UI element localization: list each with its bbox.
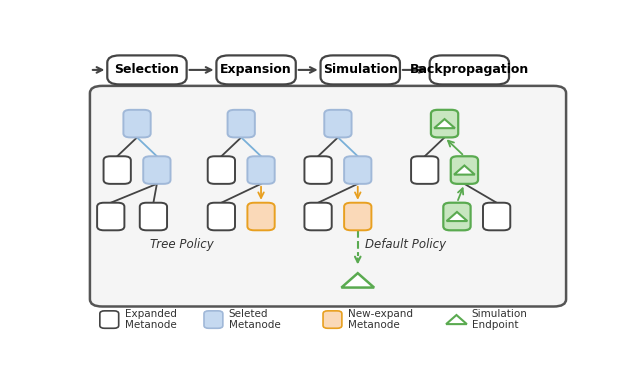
FancyBboxPatch shape xyxy=(208,203,235,230)
FancyBboxPatch shape xyxy=(323,311,342,328)
FancyBboxPatch shape xyxy=(344,156,371,184)
FancyBboxPatch shape xyxy=(100,311,118,328)
Polygon shape xyxy=(446,315,467,324)
Text: Backpropagation: Backpropagation xyxy=(410,63,529,77)
FancyBboxPatch shape xyxy=(305,156,332,184)
FancyBboxPatch shape xyxy=(228,110,255,137)
FancyBboxPatch shape xyxy=(248,156,275,184)
FancyBboxPatch shape xyxy=(140,203,167,230)
Text: Expanded
Metanode: Expanded Metanode xyxy=(125,309,177,330)
FancyBboxPatch shape xyxy=(321,55,400,84)
Text: Seleted
Metanode: Seleted Metanode xyxy=(229,309,280,330)
FancyBboxPatch shape xyxy=(411,156,438,184)
Text: Simulation: Simulation xyxy=(323,63,397,77)
Text: New-expand
Metanode: New-expand Metanode xyxy=(348,309,413,330)
FancyBboxPatch shape xyxy=(204,311,223,328)
FancyBboxPatch shape xyxy=(324,110,351,137)
FancyBboxPatch shape xyxy=(444,203,470,230)
Polygon shape xyxy=(447,212,467,221)
FancyBboxPatch shape xyxy=(216,55,296,84)
FancyBboxPatch shape xyxy=(97,203,124,230)
Polygon shape xyxy=(454,166,475,175)
FancyBboxPatch shape xyxy=(248,203,275,230)
FancyBboxPatch shape xyxy=(124,110,150,137)
Text: Expansion: Expansion xyxy=(220,63,292,77)
FancyBboxPatch shape xyxy=(143,156,170,184)
FancyBboxPatch shape xyxy=(108,55,187,84)
FancyBboxPatch shape xyxy=(104,156,131,184)
Text: Simulation
Endpoint: Simulation Endpoint xyxy=(472,309,528,330)
FancyBboxPatch shape xyxy=(90,86,566,307)
Polygon shape xyxy=(341,273,374,288)
Text: Selection: Selection xyxy=(115,63,179,77)
FancyBboxPatch shape xyxy=(305,203,332,230)
FancyBboxPatch shape xyxy=(208,156,235,184)
FancyBboxPatch shape xyxy=(451,156,478,184)
FancyBboxPatch shape xyxy=(483,203,510,230)
FancyBboxPatch shape xyxy=(344,203,371,230)
FancyBboxPatch shape xyxy=(429,55,509,84)
Polygon shape xyxy=(434,119,455,128)
Text: Default Policy: Default Policy xyxy=(365,238,446,251)
FancyBboxPatch shape xyxy=(431,110,458,137)
Text: Tree Policy: Tree Policy xyxy=(150,238,214,251)
